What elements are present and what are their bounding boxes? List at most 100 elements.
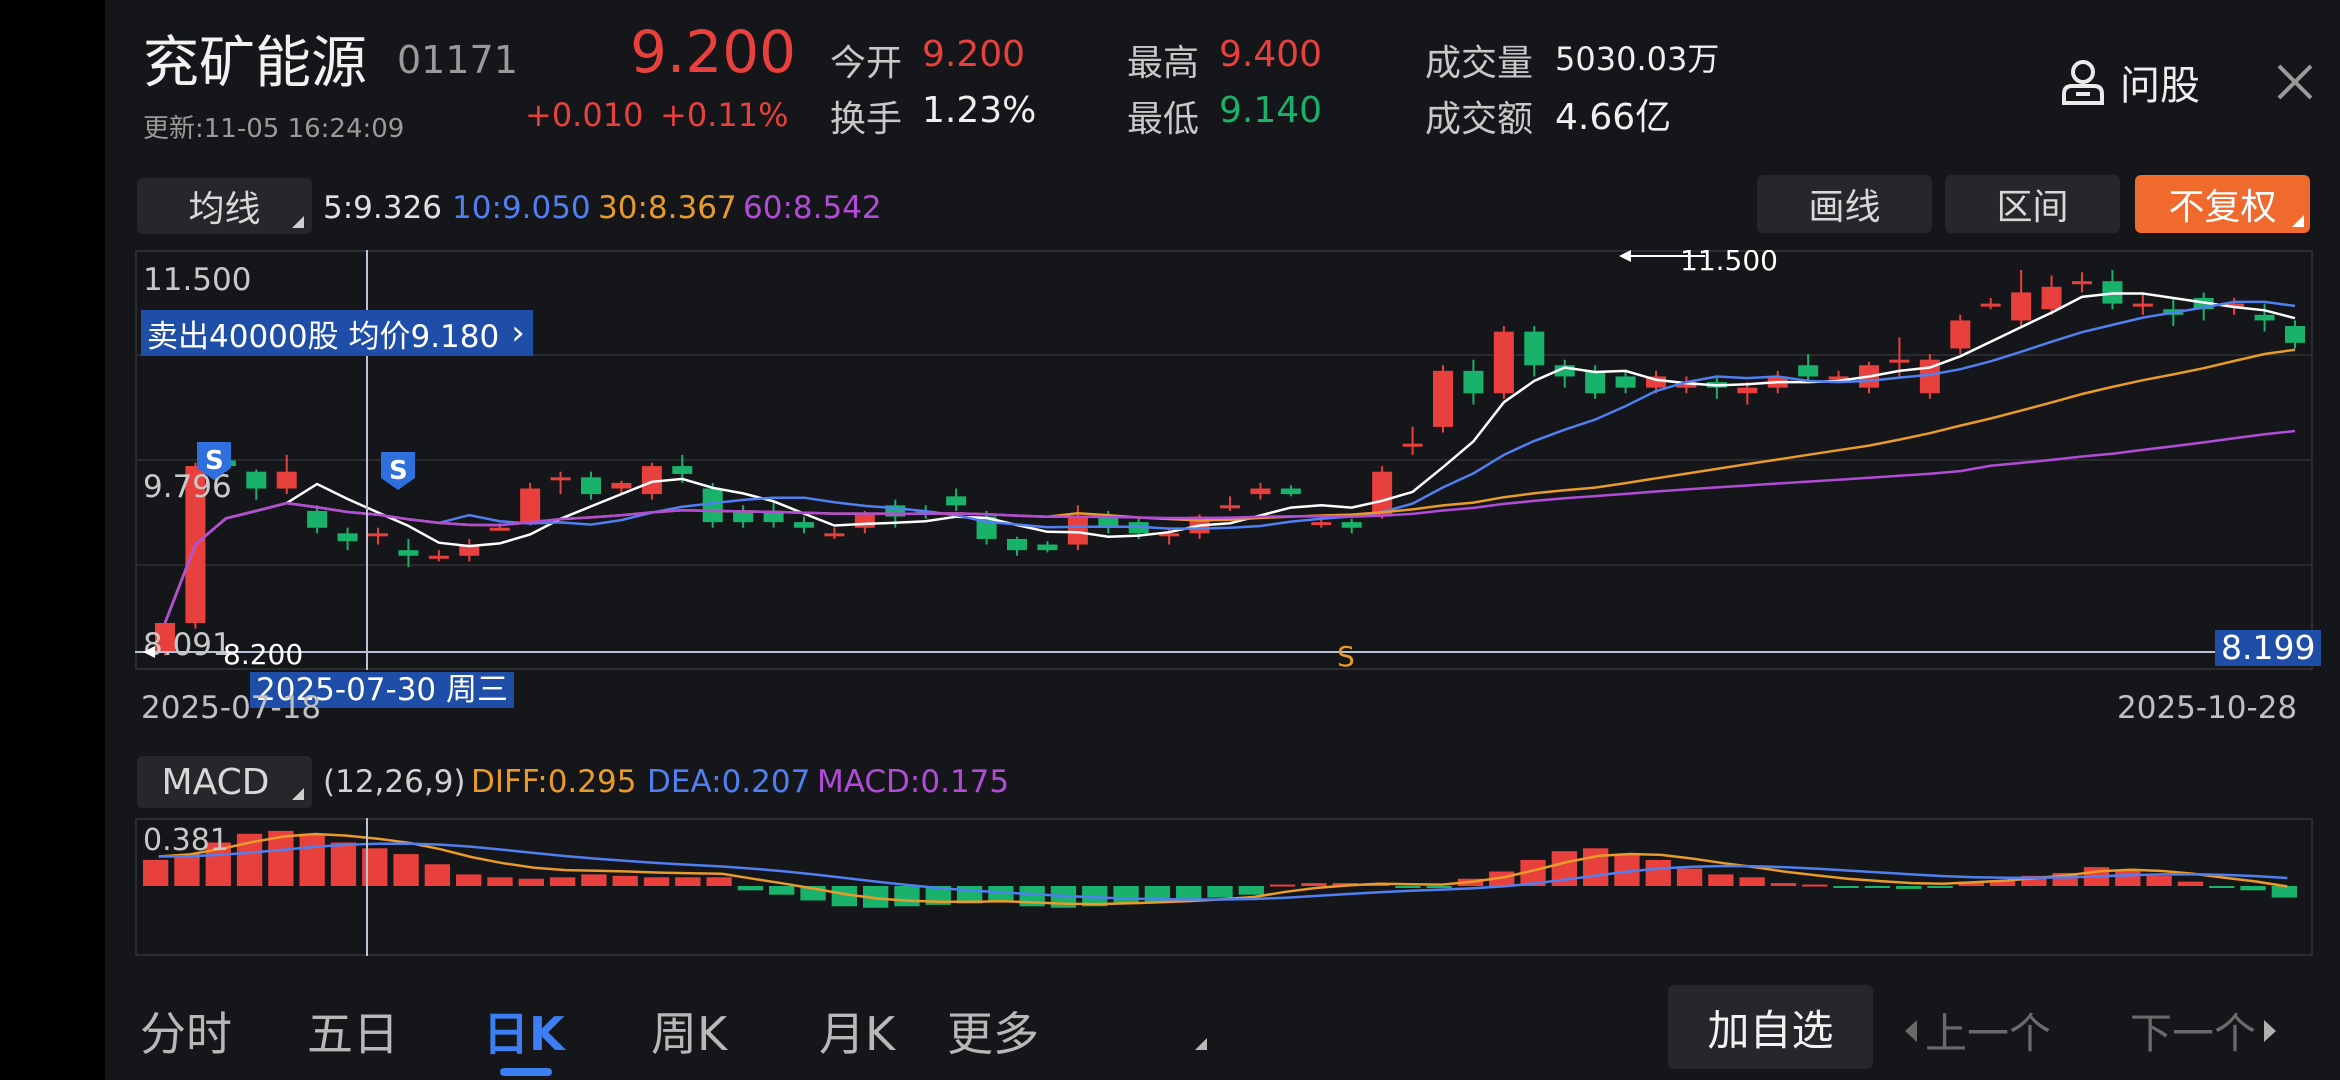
macd-params: (12,26,9)	[323, 764, 466, 800]
tab-monthly-k[interactable]: 月K	[819, 1007, 896, 1061]
candle-body	[1250, 488, 1271, 495]
candle-body	[1524, 331, 1545, 366]
macd-bar	[143, 859, 169, 886]
range-button[interactable]: 区间	[1945, 175, 2120, 233]
ma30-value: 30:8.367	[598, 190, 737, 226]
macd-bar	[518, 878, 544, 886]
candle-body	[550, 477, 571, 481]
tab-more[interactable]: 更多	[947, 1007, 1039, 1061]
svg-text:S: S	[205, 446, 224, 476]
macd-bar	[1176, 886, 1202, 901]
candle-body	[1554, 365, 1575, 377]
candle-body	[1341, 522, 1362, 528]
candle-body	[428, 555, 449, 559]
close-icon[interactable]	[2275, 62, 2315, 102]
tab-daily-k[interactable]: 日K	[483, 1007, 565, 1061]
stock-detail-panel: 兖矿能源 01171 更新:11-05 16:24:09 9.200 +0.01…	[105, 0, 2340, 1080]
adjust-label: 不复权	[2168, 187, 2277, 228]
draw-line-button[interactable]: 画线	[1757, 175, 1932, 233]
high-marker: 11.500	[1680, 250, 1778, 277]
add-watchlist-button[interactable]: 加自选	[1668, 985, 1873, 1069]
low-marker: 8.200	[223, 638, 303, 670]
ma10-value: 10:9.050	[452, 190, 591, 226]
candle-body	[368, 533, 388, 537]
ma5-line	[163, 292, 2296, 624]
current-price: 9.200	[630, 18, 797, 86]
ask-stock-button[interactable]: 问股	[2060, 52, 2200, 112]
prev-stock-label: 上一个	[1925, 1009, 2052, 1058]
candle-body	[611, 482, 632, 489]
candle-body	[2285, 326, 2305, 343]
macd-bar	[1864, 886, 1891, 888]
user-icon	[2062, 60, 2104, 105]
macd-bar	[456, 874, 482, 886]
amount-label: 成交额	[1425, 99, 1534, 140]
price-change-pct: +0.11%	[660, 96, 789, 134]
macd-bar	[769, 886, 795, 895]
ma5-value: 5:9.326	[323, 190, 442, 226]
candle-body	[1585, 370, 1606, 394]
candle-body	[1372, 471, 1393, 517]
triangle-down-icon	[292, 216, 304, 228]
candle-body	[2254, 314, 2275, 321]
macd-bar	[1426, 886, 1452, 888]
tab-active-indicator	[500, 1068, 552, 1076]
candle-body	[702, 488, 723, 523]
macd-bar	[1739, 877, 1765, 886]
dea-line	[158, 842, 2288, 901]
macd-bar	[299, 833, 325, 886]
candle-body	[1828, 376, 1849, 380]
tab-weekly-k[interactable]: 周K	[651, 1007, 728, 1061]
candle-body	[1493, 331, 1514, 394]
sell-flag-1[interactable]: S	[197, 442, 231, 480]
prev-stock-button[interactable]: 上一个	[1905, 1000, 2051, 1061]
crosshair-date-tag: 2025-07-30 周三	[250, 672, 515, 708]
candle-body	[824, 533, 845, 537]
tab-intraday[interactable]: 分时	[140, 1007, 232, 1061]
triangle-down-icon	[292, 788, 304, 800]
date-end: 2025-10-28	[2117, 690, 2298, 726]
arrow-left-icon	[1619, 250, 1631, 262]
adjust-button[interactable]: 不复权	[2135, 175, 2310, 233]
high-value: 9.400	[1219, 34, 1323, 75]
macd-chart[interactable]: 0.381	[135, 818, 2313, 956]
tab-five-day[interactable]: 五日	[307, 1007, 399, 1061]
macd-selector[interactable]: MACD	[137, 756, 312, 808]
candle-body	[1280, 488, 1301, 495]
macd-bar	[1833, 886, 1859, 888]
y-axis-low: 8.091	[143, 627, 232, 663]
ma-selector[interactable]: 均线	[137, 178, 312, 234]
macd-bar	[925, 886, 951, 905]
turnover-label: 换手	[830, 99, 903, 140]
triangle-down-icon	[2292, 215, 2304, 227]
candle-body	[641, 466, 662, 495]
sell-flag-2[interactable]: S	[381, 452, 415, 490]
candlestick-chart[interactable]: 11.500 9.796 8.091 8.200 11.500 S S S	[135, 250, 2313, 670]
stock-code: 01171	[397, 38, 518, 82]
next-stock-button[interactable]: 下一个	[2130, 1000, 2277, 1061]
candle-body	[2132, 303, 2153, 307]
candle-body	[1889, 359, 1910, 363]
open-value: 9.200	[922, 34, 1026, 75]
macd-bar	[1896, 886, 1922, 889]
macd-bar	[330, 842, 357, 886]
candle-body	[1615, 376, 1636, 388]
macd-bar	[737, 886, 764, 891]
macd-bar	[2271, 886, 2297, 898]
price-change: +0.010	[525, 96, 644, 134]
macd-bar	[675, 877, 701, 886]
arrow-left-icon	[143, 646, 155, 658]
macd-bar	[1269, 884, 1296, 887]
candle-body	[1159, 533, 1180, 537]
stock-name: 兖矿能源	[143, 31, 367, 96]
macd-bar	[1676, 868, 1703, 886]
trade-tip[interactable]: 卖出40000股 均价9.180 ›	[141, 310, 533, 356]
macd-bar	[643, 877, 670, 886]
caret-left-icon	[1905, 1019, 1917, 1042]
candle-body	[246, 471, 267, 489]
macd-bar	[894, 886, 920, 907]
chevron-right-icon: ›	[511, 313, 525, 353]
candle-body	[733, 510, 754, 523]
macd-bar	[581, 874, 607, 886]
candle-body	[1463, 370, 1484, 394]
